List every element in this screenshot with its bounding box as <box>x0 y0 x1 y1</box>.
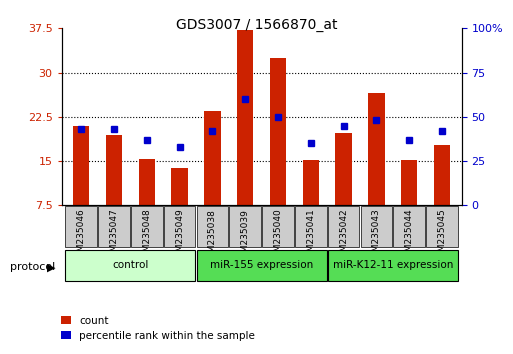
Text: control: control <box>112 261 149 270</box>
Bar <box>303 160 319 205</box>
Text: GSM235038: GSM235038 <box>208 209 217 264</box>
FancyBboxPatch shape <box>66 250 195 281</box>
Text: GSM235039: GSM235039 <box>241 209 250 264</box>
Text: GSM235049: GSM235049 <box>175 209 184 263</box>
FancyBboxPatch shape <box>98 206 130 247</box>
Bar <box>204 111 221 205</box>
Legend: count, percentile rank within the sample: count, percentile rank within the sample <box>56 312 260 345</box>
Text: GDS3007 / 1566870_at: GDS3007 / 1566870_at <box>176 18 337 32</box>
Bar <box>401 160 418 205</box>
Text: GSM235040: GSM235040 <box>273 209 283 263</box>
Text: GSM235042: GSM235042 <box>339 209 348 263</box>
Bar <box>237 30 253 205</box>
Bar <box>139 159 155 205</box>
Text: miR-K12-11 expression: miR-K12-11 expression <box>332 261 453 270</box>
Text: ▶: ▶ <box>47 262 55 272</box>
Text: miR-155 expression: miR-155 expression <box>210 261 313 270</box>
Text: GSM235043: GSM235043 <box>372 209 381 263</box>
FancyBboxPatch shape <box>196 250 327 281</box>
Text: GSM235045: GSM235045 <box>438 209 446 263</box>
Text: protocol: protocol <box>10 262 55 272</box>
Bar <box>106 135 122 205</box>
FancyBboxPatch shape <box>196 206 228 247</box>
Text: GSM235044: GSM235044 <box>405 209 413 263</box>
FancyBboxPatch shape <box>361 206 392 247</box>
Bar <box>336 133 352 205</box>
Text: GSM235048: GSM235048 <box>142 209 151 263</box>
FancyBboxPatch shape <box>328 250 458 281</box>
FancyBboxPatch shape <box>66 206 97 247</box>
FancyBboxPatch shape <box>393 206 425 247</box>
FancyBboxPatch shape <box>426 206 458 247</box>
FancyBboxPatch shape <box>262 206 294 247</box>
Text: GSM235047: GSM235047 <box>110 209 119 263</box>
Text: GSM235041: GSM235041 <box>306 209 315 263</box>
FancyBboxPatch shape <box>229 206 261 247</box>
FancyBboxPatch shape <box>328 206 360 247</box>
Bar <box>73 126 89 205</box>
FancyBboxPatch shape <box>131 206 163 247</box>
FancyBboxPatch shape <box>164 206 195 247</box>
Bar <box>368 93 385 205</box>
FancyBboxPatch shape <box>295 206 327 247</box>
Text: GSM235046: GSM235046 <box>77 209 86 263</box>
Bar <box>270 58 286 205</box>
Bar <box>171 168 188 205</box>
Bar <box>434 144 450 205</box>
